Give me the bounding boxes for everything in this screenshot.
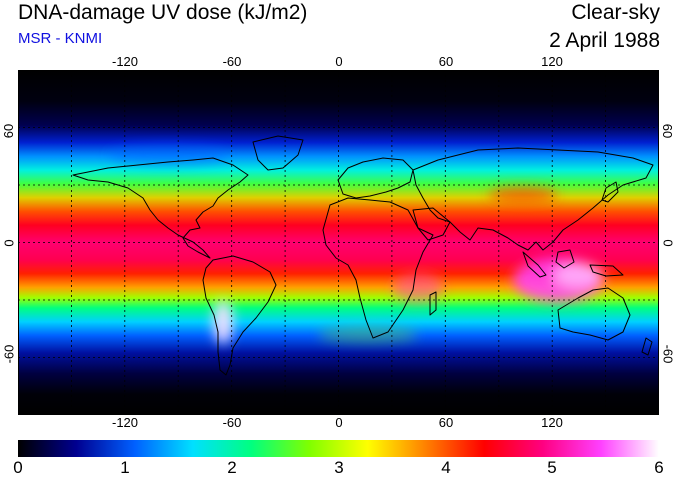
colorbar-gradient: [18, 440, 659, 457]
top-lon-tick-label: 0: [335, 54, 343, 69]
south-america-coast: [202, 255, 277, 376]
madagascar-coast: [429, 291, 437, 316]
top-lon-tick-label: -120: [111, 54, 139, 69]
right-lat-tick-label: 0: [660, 239, 676, 247]
japan-coast: [601, 181, 619, 203]
australia-coast: [557, 287, 631, 341]
left-lat-tick-label: -60: [1, 344, 17, 364]
data-source-label: MSR - KNMI: [18, 30, 103, 47]
colorbar-label: 0: [13, 458, 23, 477]
colorbar: [18, 440, 659, 457]
date-label: 2 April 1988: [549, 29, 660, 52]
europe-coast: [337, 157, 414, 199]
sky-condition-label: Clear-sky: [571, 1, 660, 24]
asia-coast: [412, 147, 654, 251]
new-guinea-coast: [589, 264, 624, 277]
sumatra-coast: [522, 251, 547, 278]
map-title: DNA-damage UV dose (kJ/m2): [18, 1, 308, 24]
north-america-coast: [72, 157, 249, 259]
right-lat-tick-label: -60: [660, 344, 676, 364]
colorbar-label: 4: [441, 458, 451, 477]
colorbar-label: 6: [654, 458, 664, 477]
right-lat-tick-label: 60: [660, 123, 676, 139]
left-lat-tick-label: 0: [1, 239, 17, 247]
bottom-lon-tick-label: 0: [335, 415, 343, 430]
map-frame: [18, 70, 659, 415]
uv-dose-map: [18, 70, 659, 415]
bottom-lon-tick-label: -120: [111, 415, 139, 430]
colorbar-label: 1: [120, 458, 130, 477]
top-lon-tick-label: -60: [222, 54, 242, 69]
new-zealand-coast: [641, 337, 653, 356]
colorbar-label: 3: [334, 458, 344, 477]
top-lon-tick-label: 60: [438, 54, 454, 69]
arabia-coast: [412, 207, 451, 241]
top-lon-tick-label: 120: [541, 54, 563, 69]
greenland-coast: [252, 135, 304, 171]
colorbar-label: 5: [547, 458, 557, 477]
coastlines: [72, 135, 654, 376]
colorbar-label: 2: [227, 458, 237, 477]
graticule: [18, 70, 659, 415]
left-lat-tick-label: 60: [1, 123, 17, 139]
bottom-lon-tick-label: 60: [438, 415, 454, 430]
bottom-lon-tick-label: -60: [222, 415, 242, 430]
africa-coast: [322, 197, 434, 339]
borneo-coast: [555, 249, 575, 269]
bottom-lon-tick-label: 120: [541, 415, 563, 430]
